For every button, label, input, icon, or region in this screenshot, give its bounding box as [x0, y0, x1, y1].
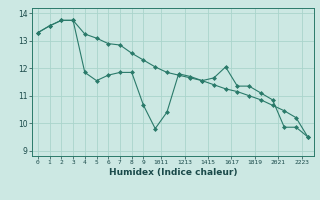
X-axis label: Humidex (Indice chaleur): Humidex (Indice chaleur): [108, 168, 237, 177]
